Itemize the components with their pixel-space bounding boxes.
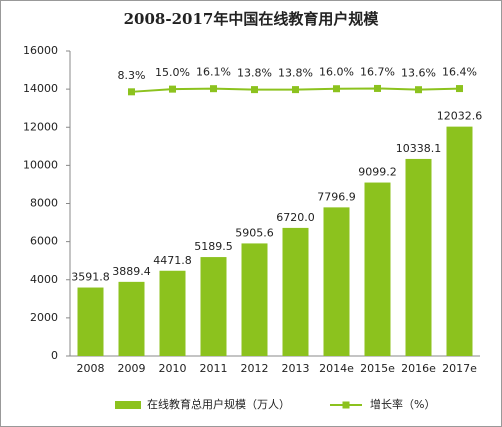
line-value-label: 16.1% [196, 66, 231, 79]
bar [364, 182, 391, 356]
line-marker [292, 86, 299, 94]
bar-value-label: 3591.8 [71, 271, 110, 284]
bar-value-label: 12032.6 [437, 110, 483, 123]
line-marker [210, 85, 217, 93]
line-value-label: 16.7% [360, 65, 395, 78]
line-value-label: 16.4% [442, 66, 477, 79]
x-tick-label: 2013 [282, 362, 310, 375]
line-value-label: 13.8% [278, 67, 313, 80]
y-tick-label: 0 [51, 349, 58, 362]
y-tick-label: 16000 [23, 44, 58, 57]
line-marker [456, 85, 463, 93]
bar [405, 158, 432, 356]
y-tick-label: 12000 [23, 120, 58, 133]
y-tick-label: 2000 [30, 311, 58, 324]
bar [323, 207, 350, 356]
line-value-label: 16.0% [319, 66, 354, 79]
legend-swatch [115, 401, 141, 409]
bar [118, 281, 145, 356]
line-value-label: 15.0% [155, 66, 190, 79]
line-value-label: 8.3% [118, 69, 146, 82]
x-tick-label: 2014e [319, 362, 354, 375]
x-tick-label: 2017e [442, 362, 477, 375]
bar [200, 257, 227, 356]
line-marker [128, 88, 135, 96]
y-tick-label: 6000 [30, 235, 58, 248]
x-tick-label: 2012 [241, 362, 269, 375]
y-tick-label: 14000 [23, 82, 58, 95]
x-tick-label: 2011 [200, 362, 228, 375]
bar [282, 227, 309, 356]
bar-value-label: 6720.0 [276, 211, 315, 224]
x-tick-label: 2016e [401, 362, 436, 375]
chart-title: 2008-2017年中国在线教育用户规模 [124, 10, 380, 28]
y-tick-label: 10000 [23, 158, 58, 171]
x-tick-label: 2010 [159, 362, 187, 375]
bar-value-label: 7796.9 [317, 190, 356, 203]
y-tick-label: 8000 [30, 197, 58, 210]
line-marker [415, 86, 422, 94]
line-value-label: 13.6% [401, 67, 436, 80]
x-tick-label: 2009 [118, 362, 146, 375]
y-tick-label: 4000 [30, 273, 58, 286]
line-marker [374, 84, 381, 92]
legend-label: 增长率（%） [370, 397, 435, 411]
x-tick-label: 2008 [77, 362, 105, 375]
bar [241, 243, 268, 356]
line-marker [251, 86, 258, 94]
line-marker [333, 85, 340, 93]
legend-swatch-marker [342, 401, 350, 409]
bar [446, 126, 473, 356]
bar [77, 287, 104, 356]
x-tick-label: 2015e [360, 362, 395, 375]
bar [159, 270, 186, 356]
line-value-label: 13.8% [237, 67, 272, 80]
legend-label: 在线教育总用户规模（万人） [147, 397, 290, 411]
bar-value-label: 4471.8 [153, 254, 192, 267]
bar-value-label: 5905.6 [235, 226, 274, 239]
bar-value-label: 9099.2 [358, 166, 397, 179]
bar-value-label: 3889.4 [112, 265, 151, 278]
bar-value-label: 10338.1 [396, 142, 442, 155]
line-marker [169, 85, 176, 93]
bar-value-label: 5189.5 [194, 240, 233, 253]
